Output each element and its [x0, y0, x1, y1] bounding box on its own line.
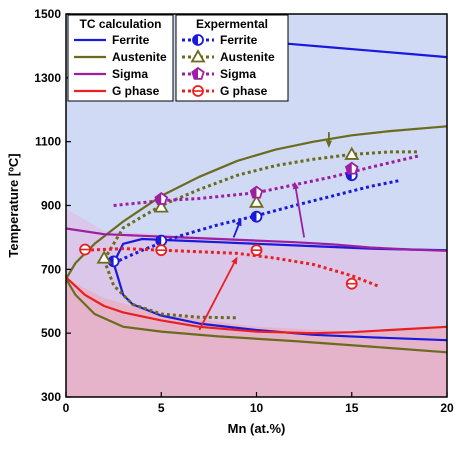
- marker-sigma-1: [249, 185, 264, 199]
- x-tick-label-4: 20: [440, 401, 454, 415]
- x-axis: 0 5 10 15 20: [63, 392, 454, 415]
- marker-austenite-0: [96, 250, 112, 264]
- tc-g-phase-curve-0: [66, 276, 447, 335]
- legend-label-1-2: Sigma: [220, 67, 256, 81]
- marker-austenite-1: [153, 199, 169, 213]
- arrow-1: [292, 181, 306, 238]
- legend-label-0-1: Austenite: [112, 50, 167, 64]
- legend-label-0-3: G phase: [112, 84, 160, 98]
- marker-austenite-3: [344, 146, 360, 160]
- y-tick-label-3: 900: [41, 199, 61, 213]
- y-tick-label-6: 1500: [34, 7, 61, 21]
- legend-label-0-0: Ferrite: [112, 33, 150, 47]
- tc-sigma-curve-0: [66, 227, 447, 252]
- legend-label-1-3: G phase: [220, 84, 268, 98]
- legend-marker-1-1: [190, 49, 206, 63]
- y-axis: 300 500 700 900 1100 1300 1500: [34, 7, 71, 404]
- arrow-0: [198, 256, 238, 331]
- arrow-2: [232, 218, 242, 238]
- tc-austenite-curve-1: [66, 278, 447, 354]
- legend-label-1-1: Austenite: [220, 50, 275, 64]
- annotation-arrows: [198, 132, 333, 331]
- marker-g-phase-0: [79, 243, 91, 256]
- marker-g-phase-2: [250, 244, 263, 257]
- marker-ferrite-1: [155, 234, 168, 247]
- x-tick-label-0: 0: [63, 401, 70, 415]
- legend: TC calculation Ferrite Austenite Sigma G pha…: [67, 14, 289, 102]
- x-tick-label-3: 15: [345, 401, 359, 415]
- exp-g-phase-curve-0: [84, 247, 381, 289]
- legend-marker-1-0: [192, 34, 204, 46]
- marker-g-phase-3: [345, 277, 358, 290]
- marker-austenite-2: [248, 194, 265, 208]
- x-tick-label-1: 5: [158, 401, 165, 415]
- x-axis-label: Mn (at.%): [228, 421, 286, 436]
- y-tick-label-5: 1300: [34, 71, 61, 85]
- marker-sigma-0: [154, 191, 169, 205]
- marker-g-phase-1: [155, 244, 168, 257]
- data-markers: [79, 146, 360, 290]
- y-axis-label: Temperature [ºC]: [6, 153, 21, 257]
- legend-title-1: Expermental: [196, 17, 268, 31]
- phase-curves: [66, 40, 447, 354]
- legend-group-0: TC calculation Ferrite Austenite Sigma G pha…: [67, 14, 174, 102]
- exp-sigma-curve-0: [113, 154, 419, 207]
- marker-ferrite-2: [250, 210, 263, 223]
- legend-marker-1-3: [192, 85, 204, 97]
- legend-title-0: TC calculation: [79, 17, 161, 31]
- marker-sigma-2: [344, 161, 359, 175]
- y-tick-label-0: 300: [41, 390, 61, 404]
- tc-ferrite-curve-2: [112, 262, 447, 342]
- x-tick-label-2: 10: [250, 401, 264, 415]
- tc-austenite-curve-0: [66, 125, 447, 280]
- legend-label-0-2: Sigma: [112, 67, 148, 81]
- y-tick-label-4: 1100: [35, 135, 61, 149]
- legend-marker-1-2: [191, 66, 205, 80]
- arrow-3: [325, 132, 333, 149]
- legend-group-1: Expermental Ferrite Austenite Sigma G phase: [175, 14, 289, 102]
- legend-label-1-0: Ferrite: [220, 33, 258, 47]
- y-tick-label-1: 500: [41, 326, 61, 340]
- y-tick-label-2: 700: [41, 262, 61, 276]
